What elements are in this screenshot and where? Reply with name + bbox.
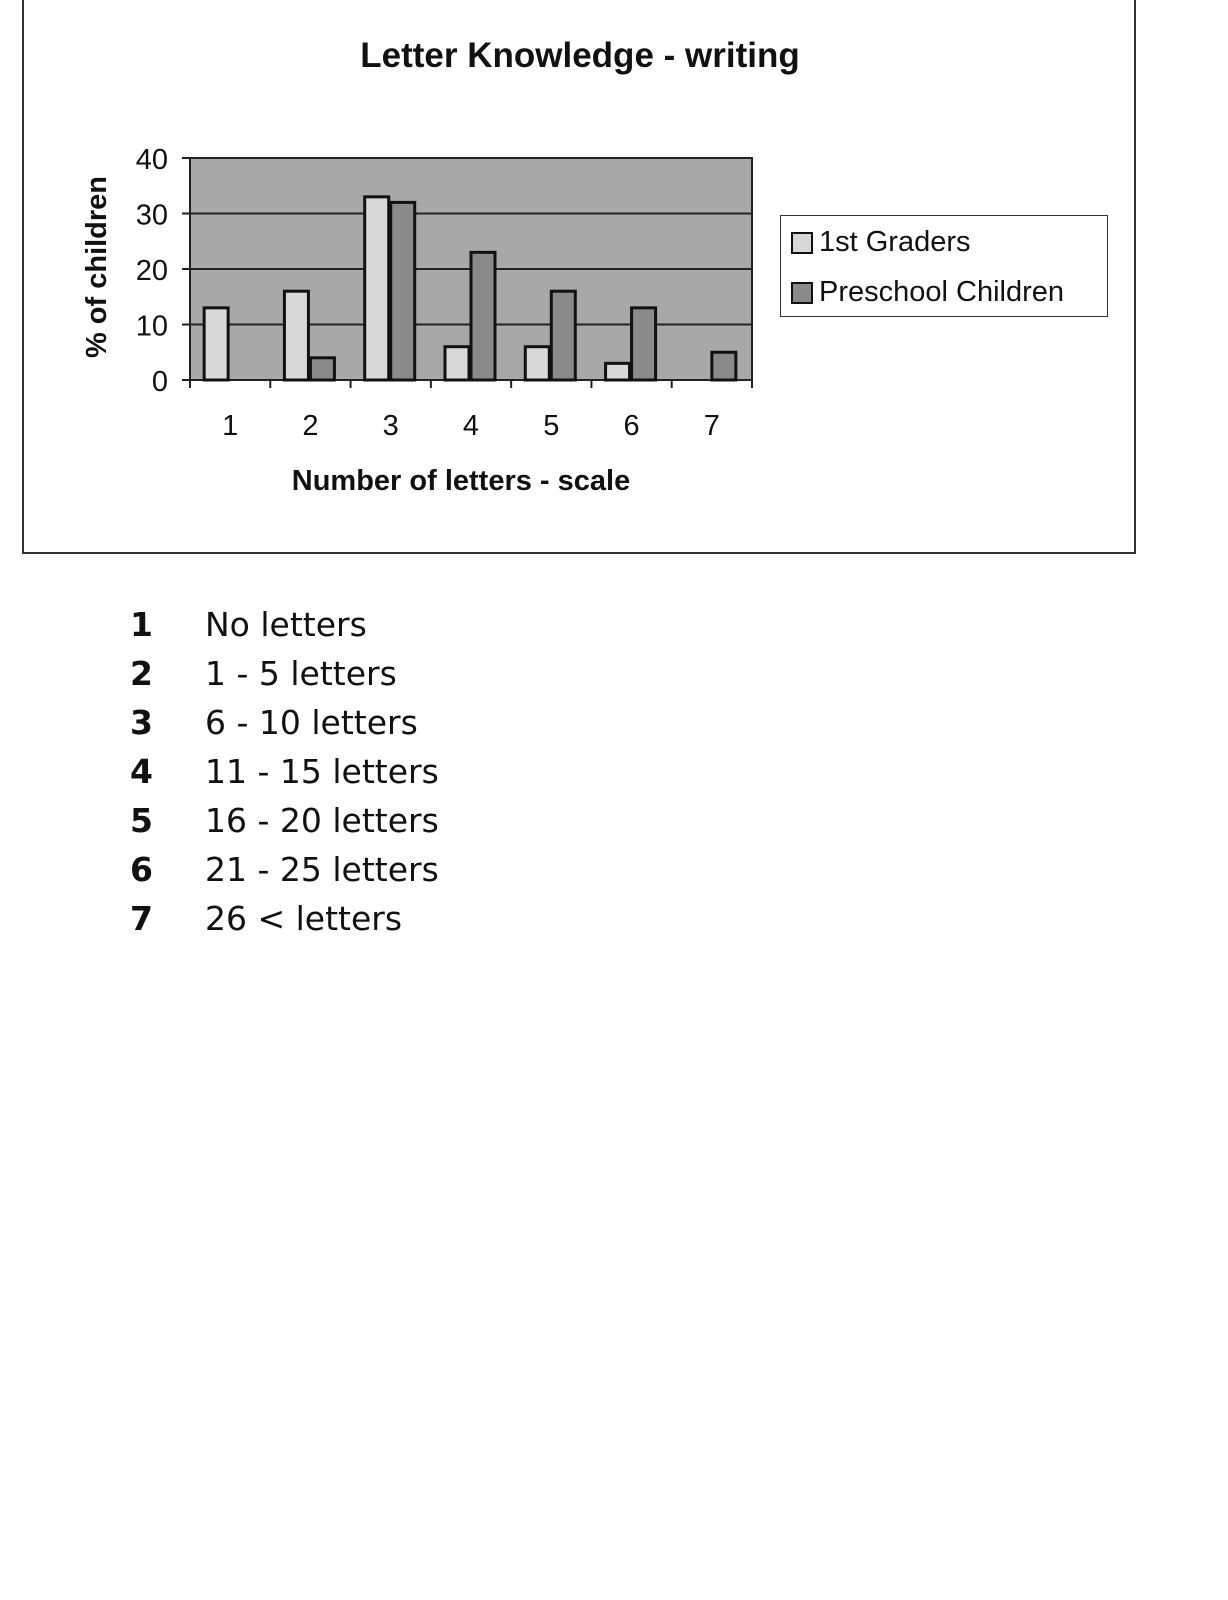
- legend-item-1st-graders: 1st Graders: [791, 226, 971, 259]
- scale-key: 1 No letters 2 1 - 5 letters 3 6 - 10 lette…: [130, 605, 439, 948]
- legend-label: 1st Graders: [819, 226, 971, 258]
- x-tick-label: 5: [543, 410, 559, 442]
- legend: 1st Graders Preschool Children: [780, 215, 1108, 317]
- x-tick-label: 1: [222, 410, 238, 442]
- x-tick-label: 3: [383, 410, 399, 442]
- legend-swatch: [791, 231, 813, 254]
- legend-swatch: [791, 281, 813, 304]
- chart-title: Letter Knowledge - writing: [360, 36, 800, 75]
- bar-preschool: [710, 350, 738, 382]
- key-label: 11 - 15 letters: [205, 752, 439, 791]
- key-number: 6: [130, 850, 153, 889]
- chart-frame: [22, 0, 1136, 554]
- y-tick-label: 20: [136, 255, 168, 287]
- key-row: 5 16 - 20 letters: [130, 801, 439, 850]
- key-row: 4 11 - 15 letters: [130, 752, 439, 801]
- key-row: 3 6 - 10 letters: [130, 703, 439, 752]
- bar-chart: 0 10 20 30 40 1 2 3 4 5 6 7 Number of letters - scal…: [81, 144, 753, 497]
- key-number: 2: [130, 654, 153, 693]
- key-label: 26 < letters: [205, 899, 403, 938]
- x-tick-label: 7: [704, 410, 720, 442]
- key-label: No letters: [205, 605, 367, 644]
- bar-preschool: [469, 250, 497, 382]
- key-label: 16 - 20 letters: [205, 801, 439, 840]
- legend-label: Preschool Children: [819, 276, 1065, 308]
- y-tick-label: 40: [136, 144, 168, 176]
- bar-1st-graders: [604, 361, 632, 382]
- bar-1st-graders: [443, 345, 471, 382]
- key-row: 7 26 < letters: [130, 899, 439, 948]
- legend-item-preschool: Preschool Children: [791, 276, 1064, 309]
- key-number: 7: [130, 899, 153, 938]
- bar-1st-graders: [363, 195, 391, 382]
- y-tick-label: 10: [136, 311, 168, 343]
- key-number: 5: [130, 801, 153, 840]
- x-tick-label: 6: [624, 410, 640, 442]
- bar-1st-graders: [523, 345, 551, 382]
- x-axis-label: Number of letters - scale: [292, 465, 630, 497]
- key-number: 4: [130, 752, 153, 791]
- x-tick-label: 4: [463, 410, 479, 442]
- y-tick-label: 0: [152, 366, 168, 398]
- bar-preschool: [308, 356, 336, 382]
- bar-preschool: [630, 306, 658, 382]
- key-row: 6 21 - 25 letters: [130, 850, 439, 899]
- key-label: 6 - 10 letters: [205, 703, 418, 742]
- y-axis-label: % of children: [81, 176, 113, 358]
- key-label: 21 - 25 letters: [205, 850, 439, 889]
- key-row: 2 1 - 5 letters: [130, 654, 439, 703]
- y-tick-label: 30: [136, 200, 168, 232]
- bar-preschool: [389, 200, 417, 382]
- bar-1st-graders: [282, 289, 310, 382]
- key-number: 1: [130, 605, 153, 644]
- bar-preschool: [549, 289, 577, 382]
- key-number: 3: [130, 703, 153, 742]
- x-tick-label: 2: [302, 410, 318, 442]
- key-row: 1 No letters: [130, 605, 439, 654]
- bar-1st-graders: [202, 306, 230, 382]
- key-label: 1 - 5 letters: [205, 654, 397, 693]
